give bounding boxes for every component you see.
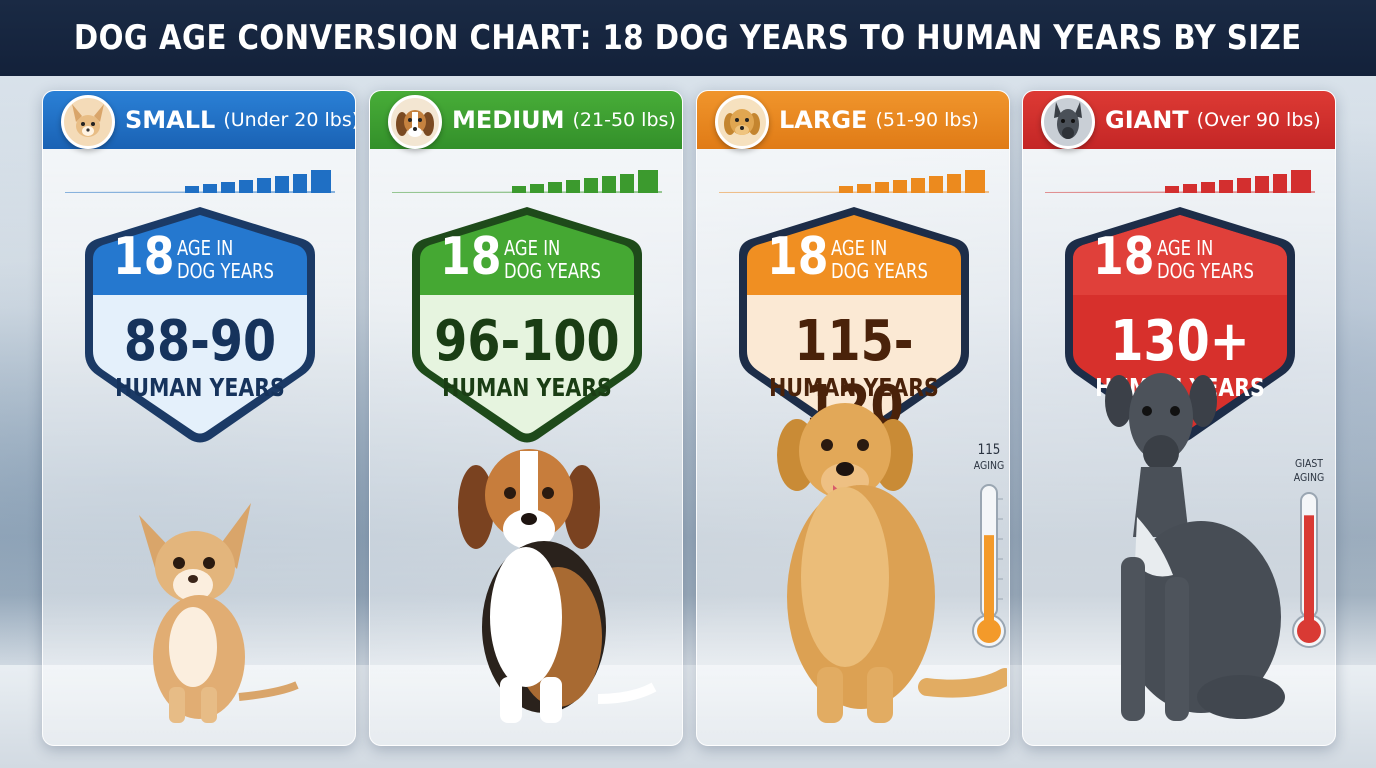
thermometer-sub-label: AGING [973,459,1005,472]
dog-age-label: AGE IN DOG YEARS [831,236,928,283]
title-bar: DOG AGE CONVERSION CHART: 18 DOG YEARS T… [0,0,1376,76]
great-dane-icon [1105,373,1285,721]
thermometer-icon [972,484,1006,648]
category-name: SMALL [125,106,216,134]
age-shield: 18 AGE IN DOG YEARS 96-100 HUMAN YEARS [406,203,648,447]
weight-range: (Under 20 lbs) [223,109,356,131]
thermometer-icon [1292,492,1326,648]
golden-retriever-icon [777,403,1007,723]
panel-large: LARGE (51-90 lbs) 18 AGE IN DOG YEARS 115… [696,90,1010,746]
category-name: MEDIUM [452,106,565,134]
great-dane-avatar-icon [1041,95,1095,149]
human-age-range: 88-90 [123,309,277,374]
dog-age-number: 18 [767,227,829,287]
golden-retriever-avatar-icon [715,95,769,149]
chihuahua-icon [139,503,299,723]
thermometer-value-label: GIAST [1294,457,1324,470]
category-name: LARGE [779,106,868,134]
age-shield: 18 AGE IN DOG YEARS 88-90 HUMAN YEARS [79,203,321,447]
page-title: DOG AGE CONVERSION CHART: 18 DOG YEARS T… [74,18,1302,58]
weight-range: (51-90 lbs) [875,109,979,131]
chihuahua-avatar-icon [61,95,115,149]
dog-age-label: AGE IN DOG YEARS [177,236,274,283]
beagle-icon [458,449,657,723]
human-years-label: HUMAN YEARS [115,373,285,402]
category-name: GIANT [1105,106,1189,134]
panel-giant: GIANT (Over 90 lbs) 18 AGE IN DOG YEARS 1… [1022,90,1336,746]
dog-age-number: 18 [440,227,502,287]
severity-bars-icon [392,170,662,193]
dog-age-number: 18 [1093,227,1155,287]
dog-age-label: AGE IN DOG YEARS [504,236,601,283]
aging-thermometer: 115 AGING [959,442,1009,653]
human-age-range: 130+ [1110,309,1250,374]
thermometer-value-label: 115 [977,442,1001,458]
human-years-label: HUMAN YEARS [769,373,939,402]
weight-range: (Over 90 lbs) [1196,109,1321,131]
aging-thermometer: GIAST AGING [1279,453,1335,663]
human-years-label: HUMAN YEARS [442,373,612,402]
beagle-avatar-icon [388,95,442,149]
severity-bars-icon [719,170,989,193]
panel-medium: MEDIUM (21-50 lbs) 18 AGE IN DOG YEARS 96… [369,90,683,746]
dog-age-label: AGE IN DOG YEARS [1157,236,1254,283]
panel-small: SMALL (Under 20 lbs) 18 AGE IN DOG YEARS … [42,90,356,746]
weight-range: (21-50 lbs) [572,109,676,131]
severity-bars-icon [65,170,335,193]
dog-age-number: 18 [113,227,175,287]
age-shield: 18 AGE IN DOG YEARS 115-120 HUMAN YEARS [733,203,975,447]
human-age-range: 96-100 [434,309,620,374]
severity-bars-icon [1045,170,1315,193]
thermometer-sub-label: AGING [1293,471,1325,484]
